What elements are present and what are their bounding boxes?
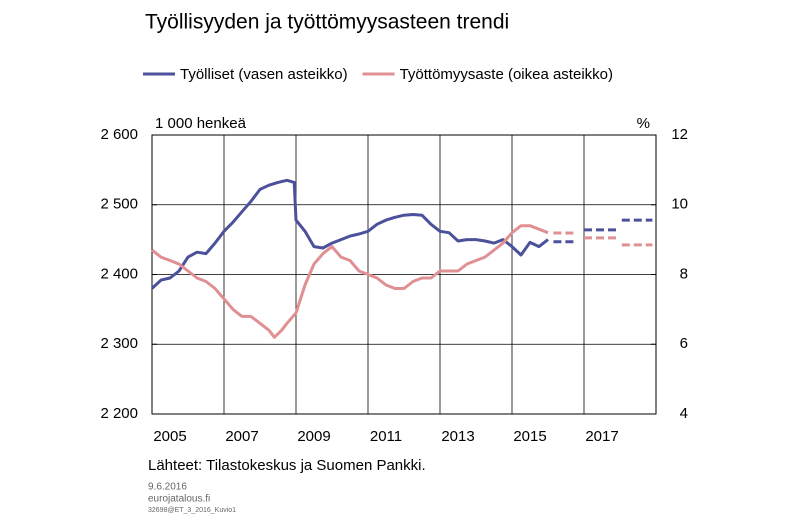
series-line [150, 178, 549, 290]
y2-tick-label: 6 [680, 335, 688, 352]
y2-axis-label: % [637, 115, 650, 132]
series-line [553, 231, 653, 247]
plot-frame [151, 134, 657, 415]
y2-tick-label: 12 [671, 126, 688, 143]
x-tick-label: 2009 [297, 428, 330, 445]
x-tick-label: 2017 [585, 428, 618, 445]
x-tick-label: 2011 [370, 428, 402, 445]
chart-title: Työllisyyden ja työttömyysasteen trendi [145, 11, 509, 34]
x-tick-label: 2015 [513, 428, 546, 445]
y-tick-label: 2 300 [100, 335, 138, 352]
y-tick-label: 2 500 [100, 196, 138, 213]
x-tick-label: 2007 [225, 428, 258, 445]
y2-tick-label: 4 [680, 405, 688, 422]
y2-tick-label: 8 [680, 265, 688, 282]
y-tick-label: 2 400 [100, 265, 138, 282]
series-line [151, 224, 549, 339]
footer-date: 9.6.2016 [148, 482, 187, 493]
legend-label: Työttömyysaste (oikea asteikko) [400, 66, 613, 83]
y2-tick-label: 10 [671, 196, 688, 213]
footer-site: eurojatalous.fi [148, 494, 210, 505]
footer-id: 32698@ET_3_2016_Kuvio1 [148, 507, 236, 514]
y-tick-label: 2 200 [100, 405, 138, 422]
x-tick-label: 2013 [441, 428, 474, 445]
legend-label: Työlliset (vasen asteikko) [180, 66, 348, 83]
y-axis-label: 1 000 henkeä [155, 115, 247, 132]
source: Lähteet: Tilastokeskus ja Suomen Pankki. [148, 457, 426, 474]
y-tick-label: 2 600 [100, 126, 138, 143]
series-line [553, 218, 653, 244]
x-tick-label: 2005 [153, 428, 186, 445]
